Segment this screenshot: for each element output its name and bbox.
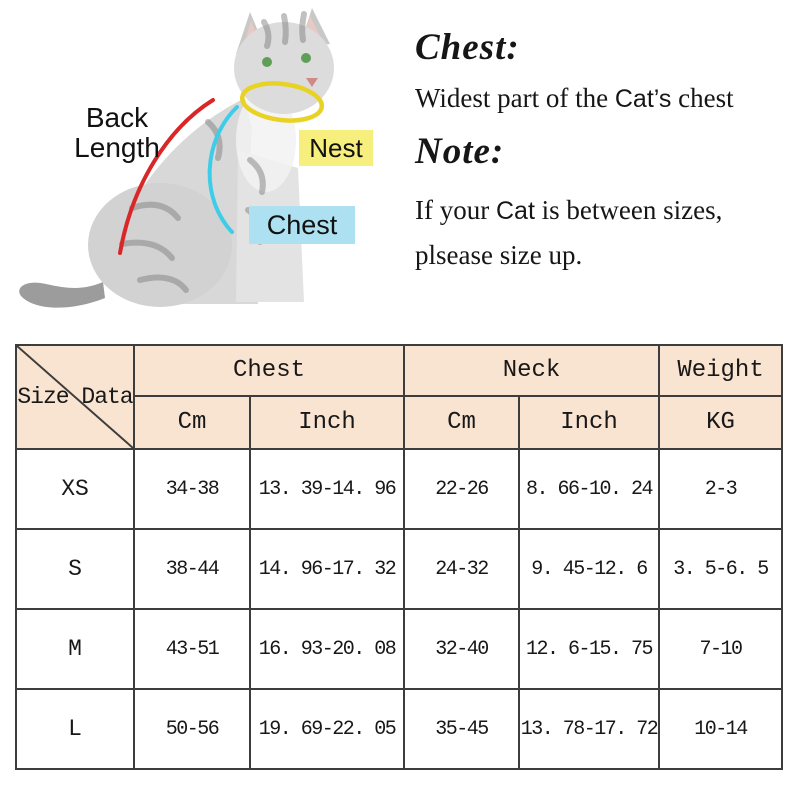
- chest-inch-cell: 14. 96-17. 32: [248, 528, 406, 610]
- subheader-weight-kg: KG: [658, 395, 784, 450]
- note-heading: Note:: [415, 131, 505, 172]
- size-table: Size Data Chest Neck Weight Cm Inch Cm I…: [15, 344, 784, 770]
- cat-measurement-figure: Back Length Nest Chest: [0, 0, 410, 335]
- table-group-header-row: Size Data Chest Neck Weight: [15, 344, 784, 450]
- chest-cm-cell: 43-51: [133, 608, 251, 690]
- cat-eye-left: [262, 57, 272, 67]
- chest-inch-cell: 19. 69-22. 05: [248, 688, 406, 770]
- chest-inch-cell: 16. 93-20. 08: [248, 608, 406, 690]
- nest-label: Nest: [299, 130, 373, 166]
- info-panel: Chest: Widest part of the Cat’s chest No…: [415, 18, 793, 271]
- neck-inch-cell: 8. 66-10. 24: [518, 448, 661, 530]
- weight-kg-cell: 3. 5-6. 5: [658, 528, 784, 610]
- chest-description: Widest part of the Cat’s chest: [415, 83, 793, 114]
- cat-nose: [306, 78, 318, 87]
- group-header-chest: Chest: [132, 344, 406, 397]
- note-line1-animal: Cat: [495, 197, 535, 225]
- chest-cm-cell: 34-38: [133, 448, 251, 530]
- subheader-neck-cm: Cm: [403, 395, 521, 450]
- chest-description-animal: Cat’s: [614, 85, 672, 113]
- cat-chest-fur: [236, 88, 296, 192]
- neck-inch-cell: 12. 6-15. 75: [518, 608, 661, 690]
- subheader-chest-cm: Cm: [133, 395, 251, 450]
- weight-kg-cell: 2-3: [658, 448, 784, 530]
- chest-description-post: chest: [678, 83, 734, 113]
- size-cell: S: [15, 528, 135, 610]
- chest-cm-cell: 50-56: [133, 688, 251, 770]
- neck-inch-cell: 13. 78-17. 72: [518, 688, 661, 770]
- neck-cm-cell: 24-32: [403, 528, 521, 610]
- note-line-1: If your Cat is between sizes,: [415, 195, 793, 226]
- group-header-neck: Neck: [403, 344, 661, 397]
- cat-photo: [19, 8, 334, 308]
- weight-kg-cell: 10-14: [658, 688, 784, 770]
- corner-header-label: Size Data: [17, 384, 133, 410]
- size-cell: L: [15, 688, 135, 770]
- table-row-l: L 50-56 19. 69-22. 05 35-45 13. 78-17. 7…: [15, 688, 784, 770]
- subheader-neck-inch: Inch: [518, 395, 661, 450]
- note-line1-pre: If your: [415, 195, 490, 225]
- table-row-xs: XS 34-38 13. 39-14. 96 22-26 8. 66-10. 2…: [15, 448, 784, 530]
- table-subheader-row: Cm Inch Cm Inch KG: [16, 395, 784, 450]
- weight-kg-cell: 7-10: [658, 608, 784, 690]
- note-line-2: plsease size up.: [415, 240, 583, 270]
- neck-inch-cell: 9. 45-12. 6: [518, 528, 661, 610]
- neck-cm-cell: 35-45: [403, 688, 521, 770]
- neck-cm-cell: 32-40: [403, 608, 521, 690]
- size-cell: M: [15, 608, 135, 690]
- cat-tail: [19, 282, 105, 308]
- chest-heading: Chest:: [415, 27, 520, 68]
- back-length-label: Back Length: [58, 100, 176, 166]
- chest-inch-cell: 13. 39-14. 96: [248, 448, 406, 530]
- note-line1-post: is between sizes,: [541, 195, 723, 225]
- cat-eye-right: [301, 53, 311, 63]
- neck-measure-ellipse: [239, 81, 325, 123]
- chest-cm-cell: 38-44: [133, 528, 251, 610]
- back-length-label-line2: Length: [74, 132, 160, 163]
- chest-annotation-label: Chest: [249, 206, 355, 244]
- group-header-weight: Weight: [658, 344, 784, 397]
- size-cell: XS: [15, 448, 135, 530]
- chest-description-pre: Widest part of the: [415, 83, 609, 113]
- subheader-chest-inch: Inch: [248, 395, 406, 450]
- back-length-label-line1: Back: [85, 102, 149, 133]
- table-row-m: M 43-51 16. 93-20. 08 32-40 12. 6-15. 75…: [15, 608, 784, 690]
- table-row-s: S 38-44 14. 96-17. 32 24-32 9. 45-12. 6 …: [15, 528, 784, 610]
- chest-measure-line: [207, 105, 239, 234]
- back-length-measure-line: [118, 98, 215, 255]
- corner-diagonal-line: [18, 347, 132, 447]
- neck-cm-cell: 22-26: [403, 448, 521, 530]
- corner-header-cell: Size Data: [15, 344, 135, 450]
